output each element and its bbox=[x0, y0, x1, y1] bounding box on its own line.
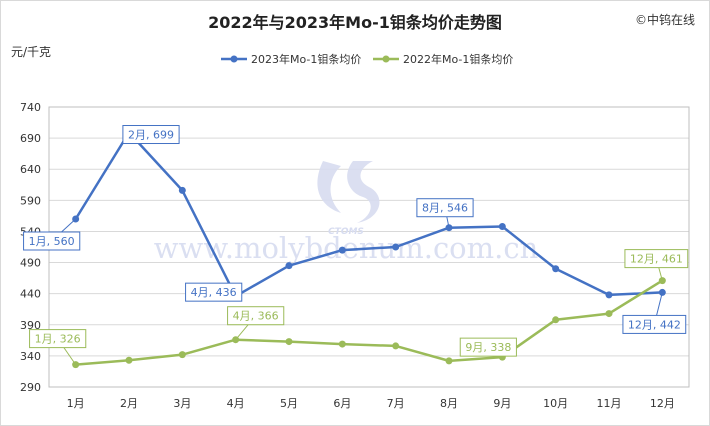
y-tick-label: 290 bbox=[20, 381, 41, 394]
callout-box bbox=[29, 329, 87, 349]
data-point bbox=[445, 357, 453, 365]
x-tick-label: 7月 bbox=[387, 397, 405, 410]
y-tick-label: 590 bbox=[20, 194, 41, 207]
callout-box bbox=[227, 306, 285, 326]
watermark-logo-left bbox=[317, 161, 341, 213]
data-point bbox=[178, 351, 186, 359]
data-label: 12月, 461 bbox=[630, 253, 683, 266]
x-tick-label: 1月 bbox=[67, 397, 85, 410]
data-label: 1月, 326 bbox=[35, 333, 81, 346]
data-point bbox=[285, 338, 293, 346]
data-point bbox=[125, 356, 133, 364]
data-point bbox=[605, 291, 613, 299]
data-point bbox=[498, 222, 506, 230]
legend-marker bbox=[382, 55, 390, 63]
x-tick-label: 5月 bbox=[280, 397, 298, 410]
x-tick-label: 2月 bbox=[120, 397, 138, 410]
data-label: 4月, 366 bbox=[233, 310, 279, 323]
x-tick-label: 9月 bbox=[493, 397, 511, 410]
y-tick-label: 640 bbox=[20, 163, 41, 176]
legend-label: 2022年Mo-1钼条均价 bbox=[403, 52, 513, 66]
data-label: 2月, 699 bbox=[128, 129, 174, 142]
copyright-label: ©中钨在线 bbox=[634, 13, 695, 27]
callout-box bbox=[622, 314, 687, 334]
legend-label: 2023年Mo-1钼条均价 bbox=[251, 52, 361, 66]
data-point bbox=[338, 340, 346, 348]
callout-box bbox=[416, 198, 474, 218]
data-point bbox=[605, 310, 613, 318]
data-point bbox=[392, 243, 400, 251]
y-tick-label: 340 bbox=[20, 350, 41, 363]
data-point bbox=[285, 262, 293, 270]
x-tick-label: 10月 bbox=[543, 397, 568, 410]
data-point bbox=[392, 342, 400, 350]
data-label: 4月, 436 bbox=[191, 286, 237, 299]
callout-box bbox=[624, 249, 689, 269]
callout-box bbox=[23, 231, 81, 251]
legend-marker bbox=[230, 55, 238, 63]
callout-box bbox=[122, 125, 180, 145]
x-tick-label: 12月 bbox=[650, 397, 675, 410]
data-label: 1月, 560 bbox=[29, 235, 75, 248]
series-line bbox=[75, 279, 663, 366]
watermark-logo-right bbox=[347, 161, 380, 223]
data-point bbox=[552, 316, 560, 324]
callout-box bbox=[185, 282, 243, 302]
y-tick-label: 490 bbox=[20, 257, 41, 270]
y-tick-label: 740 bbox=[20, 101, 41, 114]
x-tick-label: 11月 bbox=[597, 397, 622, 410]
y-tick-label: 390 bbox=[20, 319, 41, 332]
data-point bbox=[178, 186, 186, 194]
y-axis-unit: 元/千克 bbox=[11, 45, 52, 59]
series-line bbox=[74, 131, 663, 298]
data-point bbox=[338, 246, 346, 254]
data-label: 9月, 338 bbox=[465, 341, 511, 354]
y-tick-label: 690 bbox=[20, 132, 41, 145]
data-label: 8月, 546 bbox=[422, 202, 468, 215]
x-tick-label: 3月 bbox=[173, 397, 191, 410]
watermark-logo-text: CTOMS bbox=[328, 227, 364, 237]
y-tick-label: 440 bbox=[20, 288, 41, 301]
x-tick-label: 4月 bbox=[227, 397, 245, 410]
x-tick-label: 6月 bbox=[333, 397, 351, 410]
chart-title: 2022年与2023年Mo-1钼条均价走势图 bbox=[208, 13, 502, 32]
data-label: 12月, 442 bbox=[628, 318, 681, 331]
data-point bbox=[552, 265, 560, 273]
callout-box bbox=[459, 337, 517, 357]
x-tick-label: 8月 bbox=[440, 397, 458, 410]
